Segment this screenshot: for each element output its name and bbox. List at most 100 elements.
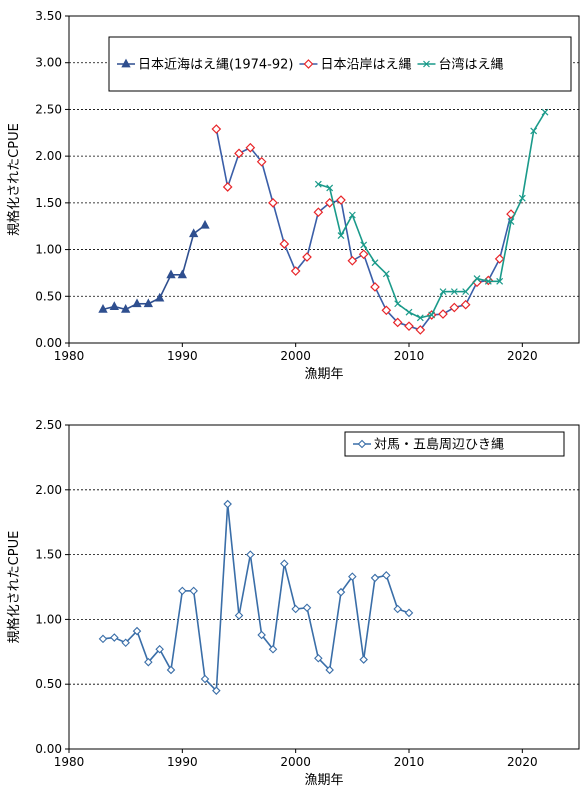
data-point [415,325,426,335]
data-point [336,587,346,597]
series-line-segment [521,130,535,199]
data-point [291,604,300,614]
y-tick-label: 0.00 [35,336,62,350]
data-point [200,219,210,229]
data-point [359,655,368,664]
series-line-segment [351,576,365,660]
series-0 [98,499,414,695]
plot-area [68,424,580,750]
data-point [405,308,413,316]
data-point [246,550,255,559]
data-point [211,124,222,134]
chart-bottom: 0.00 0.50 1.00 1.50 2.00 2.50 1980 1990 2000 2010… [6,418,580,788]
y-tick-label: 3.00 [35,56,62,70]
data-point [98,634,108,644]
series-line-segment [136,630,150,663]
data-point [449,302,460,313]
data-point [109,301,120,310]
x-tick-label: 1980 [54,349,85,363]
series-line-segment [430,291,444,316]
data-point [223,499,232,509]
data-point [530,127,538,135]
legend-swatch-marker [121,58,131,68]
series-0 [98,219,210,313]
data-point [348,572,357,581]
data-point [484,277,492,285]
data-point [166,665,176,675]
legend-swatch-marker [357,439,367,449]
data-point [381,305,392,316]
data-point [132,626,142,636]
x-tick-label: 2000 [280,349,311,363]
data-point [518,194,526,202]
series-line-segment [487,258,501,281]
series-line-segment [283,243,297,272]
data-point [382,270,390,278]
x-tick-label: 2010 [394,349,425,363]
data-point [177,269,187,279]
series-line-segment [249,554,263,636]
x-tick-label: 2020 [507,349,538,363]
x-tick-label: 2020 [507,755,538,769]
data-point [393,604,402,614]
data-point [143,298,153,308]
series-line-segment [385,575,399,610]
series-line-segment [192,590,206,680]
data-point [234,148,244,159]
series-line-segment [215,504,229,691]
data-point [222,182,233,192]
data-point [416,314,424,322]
data-point [438,309,448,319]
legend-swatch-marker [423,60,430,68]
series-1 [211,124,516,335]
series-line-segment [215,128,229,188]
data-point [189,586,198,596]
series-line-segment [362,244,376,264]
data-point [473,275,481,282]
y-tick-label: 2.50 [35,418,62,432]
legend: 日本近海はえ縄(1974-92) 日本沿岸はえ縄 台湾はえ縄 [108,36,572,92]
data-point [234,611,244,620]
data-point [348,211,356,219]
legend-box [344,431,565,457]
data-point [166,269,176,279]
series-line-segment [498,221,512,282]
data-point [280,559,289,568]
data-point [392,317,403,328]
data-point [313,207,324,218]
data-point [257,630,266,640]
y-tick-label: 2.50 [35,102,62,116]
data-point [120,304,131,313]
series-line-segment [328,187,342,236]
x-tick-label: 1990 [167,755,198,769]
data-point [336,195,346,205]
data-point [439,288,447,296]
data-point [290,266,301,276]
y-tick-label: 0.50 [35,289,62,303]
y-tick-label: 0.00 [35,742,62,756]
series-line-segment [464,281,478,306]
data-point [326,184,334,192]
series-line-segment [260,161,274,204]
data-point [337,232,345,239]
x-axis-label: 漁期年 [304,773,343,788]
data-point [121,638,130,648]
data-point [98,304,108,313]
series-line-segment [158,648,172,671]
data-point [256,156,267,167]
series-line-segment [362,253,376,288]
y-tick-label: 1.50 [35,196,62,210]
data-point [347,255,358,266]
x-tick-label: 1990 [167,349,198,363]
series-line-segment [272,563,286,650]
y-axis-label: 規格化されたCPUE [6,531,22,644]
data-point [155,292,165,302]
data-point [314,180,322,188]
series-line-segment [340,576,353,593]
data-point [279,239,290,249]
series-line-segment [510,197,524,222]
y-tick-label: 2.00 [35,483,62,497]
series-line-segment [226,503,240,616]
series-line-segment [340,214,354,236]
series-line-segment [385,273,399,305]
